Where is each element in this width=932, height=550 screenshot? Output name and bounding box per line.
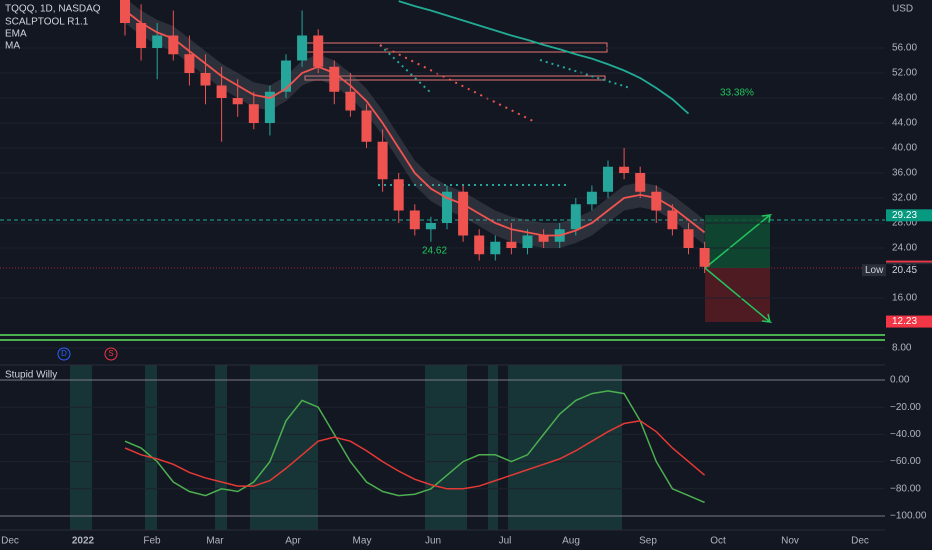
y-tick-label: −40.00 [890,429,921,440]
candle-body [184,54,195,73]
candle-body [136,23,147,48]
currency: USD [892,4,913,15]
x-tick-label: Dec [851,536,869,547]
candle-body [152,35,163,48]
low-label: Low [865,265,884,276]
y-tick-label: 48.00 [892,93,917,104]
candle-body [281,60,291,92]
line-ma [398,0,690,115]
y-tick-label: 52.00 [892,68,917,79]
x-tick-label: Sep [639,536,657,547]
x-tick-label: May [353,536,372,547]
candle-body [683,229,694,248]
candle-body [232,98,243,105]
indicator-label: SCALPTOOL R1.1 [5,17,89,28]
y-tick-label: −100.00 [890,511,927,522]
loss-arrow [704,267,773,324]
signal-icon [104,347,118,361]
indicator-label: MA [5,41,20,52]
profit-arrow [704,213,773,269]
x-tick-label: Feb [143,536,161,547]
price-marker [886,264,932,277]
annotation: 24.62 [422,246,447,257]
candle-body [345,91,356,111]
candle-body [458,191,469,236]
x-tick-label: Apr [285,536,301,547]
candle-body [667,210,678,230]
low-badge [862,264,886,277]
oscillator-line [124,420,706,490]
candle-body [619,166,630,173]
candle-body [490,241,501,255]
y-tick-label: 0.00 [890,375,910,386]
candle-body [216,85,227,98]
y-tick-label: 36.00 [892,168,917,179]
x-tick-label: Mar [206,536,224,547]
zone-box [304,75,606,81]
support-line [0,334,885,336]
trend-line [379,44,536,123]
candle-body [313,35,324,67]
symbol-title: TQQQ, 1D, NASDAQ [5,4,101,15]
support-line [0,339,885,341]
y-tick-label: 32.00 [892,193,917,204]
plot [0,0,885,517]
x-tick-label: 2022 [72,536,95,547]
x-tick-label: Jul [499,536,512,547]
y-tick-label: 8.00 [892,343,912,354]
indicator-label: EMA [5,29,27,40]
y-tick-label: −80.00 [890,483,921,494]
candle-body [586,191,597,205]
y-tick-label: −20.00 [890,402,921,413]
y-tick-label: −60.00 [890,456,921,467]
y-tick-label: 56.00 [892,43,917,54]
candle-body [168,35,179,55]
y-tick-label: 28.00 [892,218,917,229]
annotation: 33.38% [720,88,754,99]
signal-icon [57,347,71,361]
trend-line [539,59,631,89]
price-marker-label: 20.45 [892,265,917,276]
candle-body [329,66,340,92]
x-tick-label: Jun [425,536,441,547]
signal-label: S [108,349,113,358]
candle-body [377,141,388,180]
zones [70,365,622,530]
price-marker [886,209,932,222]
oscillator-line [124,390,705,504]
candle-body [538,235,549,242]
candle-body [651,191,662,211]
candle-body [522,235,533,248]
candle-body [409,210,420,230]
candle-body [297,35,308,61]
y-tick-label: 24.00 [892,243,917,254]
candle-body [425,223,436,230]
candle-body [699,248,710,267]
price-marker-label: 29.23 [892,210,917,221]
line-ema [124,9,706,237]
x-tick-label: Nov [781,536,799,547]
candle-body [361,110,372,142]
x-tick-label: Dec [1,536,19,547]
candle-body [442,191,452,223]
x-tick-label: Aug [562,536,580,547]
candle-body [635,173,646,192]
y-tick-label: 40.00 [892,143,917,154]
candle-body [264,91,275,123]
candle-body [393,179,404,211]
oscillator-title: Stupid Willy [5,370,57,381]
candle-body [200,73,211,86]
candle-body [570,204,581,230]
candle-body [506,241,517,248]
y-tick-label: 44.00 [892,118,917,129]
signal-label: D [61,349,67,358]
price-marker-label: 12.23 [892,316,917,327]
candle-body [474,235,485,255]
y-tick-label: 16.00 [892,293,917,304]
price-marker [886,315,932,328]
x-tick-label: Oct [710,536,726,547]
candle-body [248,104,259,123]
candle-body [603,166,613,192]
